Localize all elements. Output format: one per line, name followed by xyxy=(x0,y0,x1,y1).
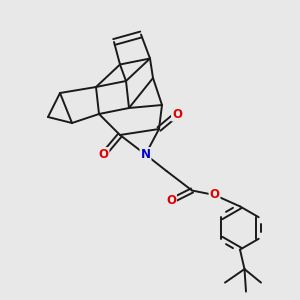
Text: O: O xyxy=(172,107,182,121)
Text: N: N xyxy=(140,148,151,161)
Text: O: O xyxy=(98,148,109,161)
Text: O: O xyxy=(209,188,220,202)
Text: O: O xyxy=(166,194,176,208)
